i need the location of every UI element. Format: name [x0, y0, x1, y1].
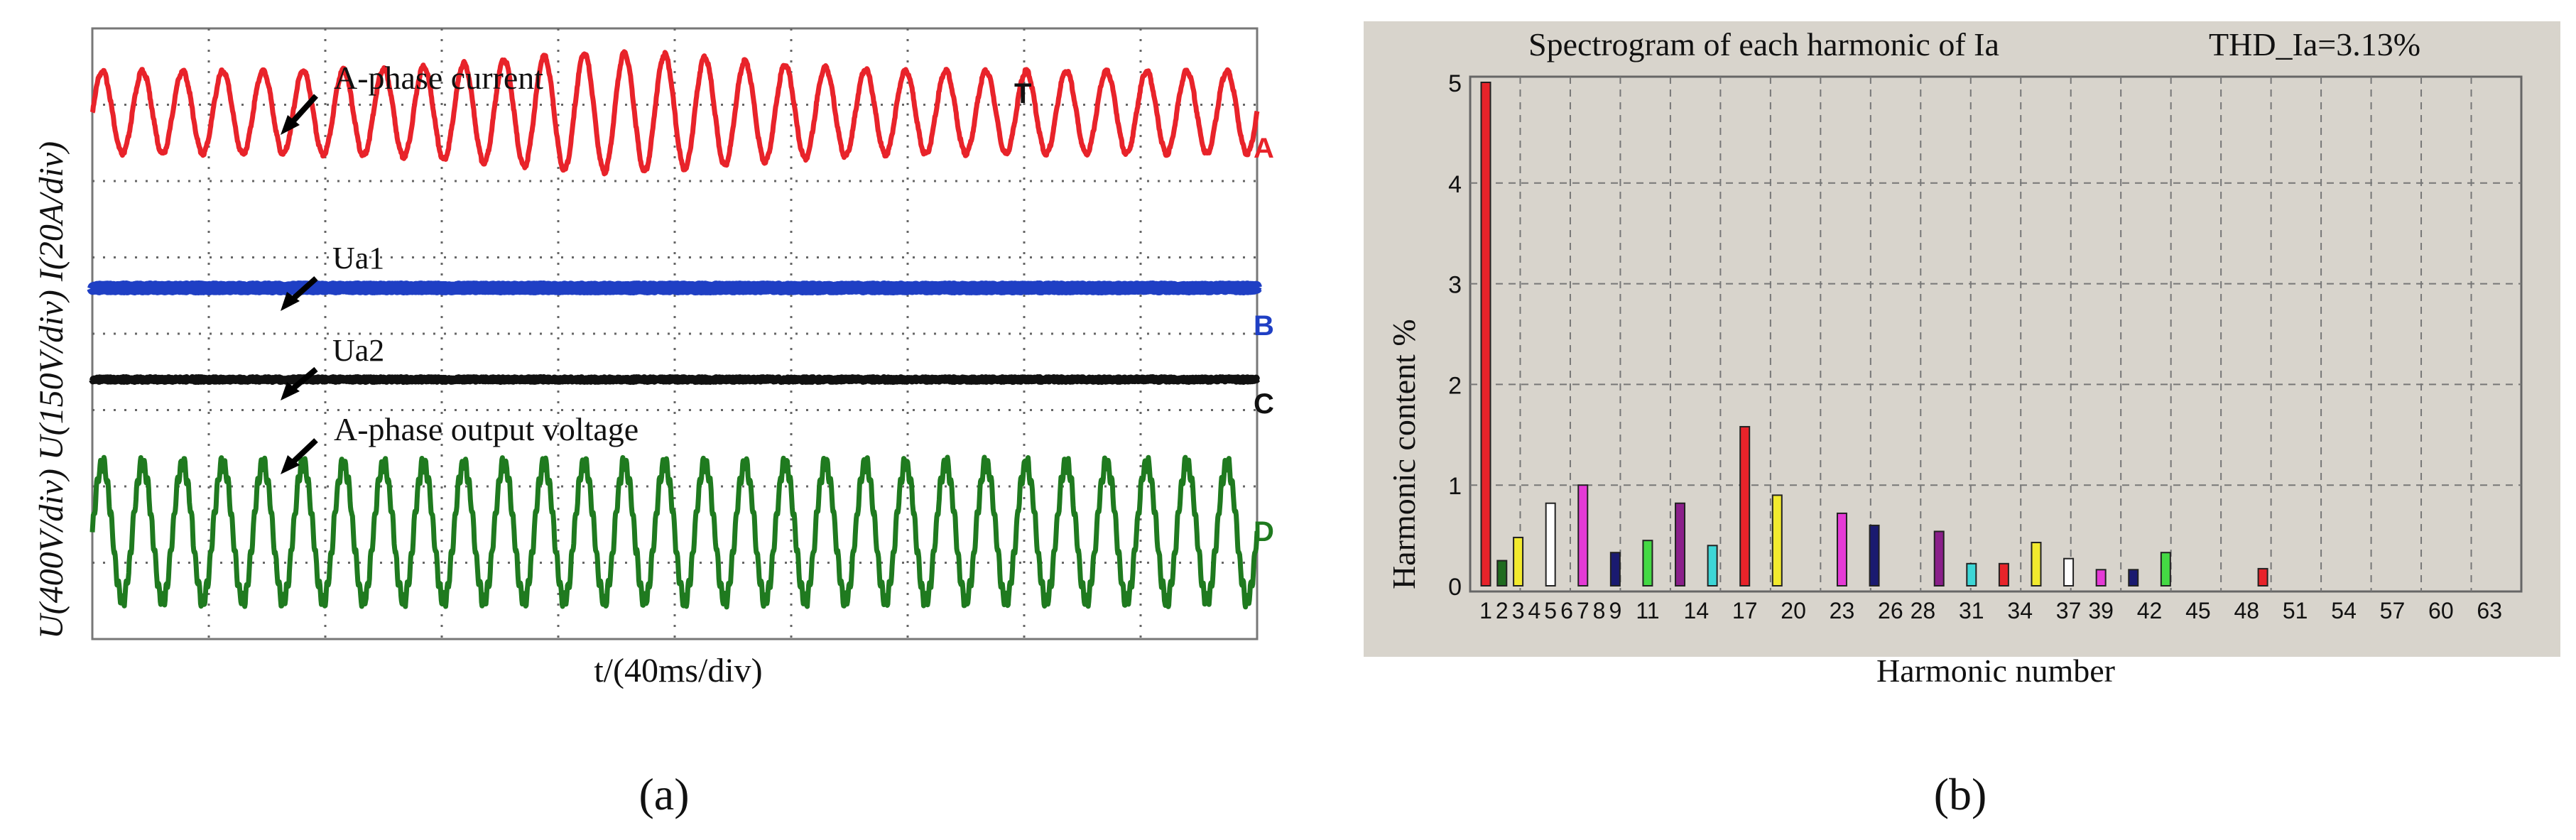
channel-marker-c: C: [1254, 388, 1274, 420]
spectrum-x-tick-label: 7: [1577, 598, 1589, 623]
spectrum-grid: [1470, 77, 2521, 591]
trace-b: [87, 280, 1263, 295]
spectrum-x-tick-label: 8: [1593, 598, 1606, 623]
spectrum-y-axis-label: Harmonic content %: [1386, 319, 1422, 589]
harmonic-bar-35: [2031, 542, 2042, 587]
annotation-label-current: A-phase current: [334, 60, 543, 96]
spectrum-x-tick-label: 42: [2137, 598, 2163, 623]
thd-readout: THD_Ia=3.13%: [2209, 26, 2420, 62]
spectrum-y-tick-label: 0: [1448, 574, 1462, 601]
annotation-label-ua2: Ua2: [332, 333, 384, 368]
spectrum-y-tick-label: 5: [1448, 70, 1462, 97]
spectrum-x-tick-label: 51: [2283, 598, 2308, 623]
scope-y-axis-label: U(400V/div) U(150V/div) I(20A/div): [33, 141, 70, 639]
spectrum-x-tick-label: 5: [1544, 598, 1557, 623]
spectrum-y-tick-label: 1: [1448, 473, 1462, 500]
spectrum-x-tick-label: 57: [2380, 598, 2406, 623]
harmonic-bar-39: [2095, 569, 2107, 587]
spectrum-x-tick-label: 4: [1528, 598, 1540, 623]
spectrum-x-ticks: 1 2 3 4 5 6 7 8 9 11 14 17 20 23 26 28 31 34 37 39 42 45 48 51 5…: [1479, 598, 2502, 623]
harmonic-bar-33: [1998, 562, 2009, 587]
harmonic-bar-23: [1836, 512, 1847, 587]
harmonic-bar-41: [2128, 569, 2139, 587]
spectrum-x-tick-label: 14: [1684, 598, 1710, 623]
harmonic-bar-7: [1577, 484, 1589, 587]
spectrum-y-tick-label: 2: [1448, 372, 1462, 399]
harmonic-bar-19: [1771, 494, 1783, 587]
harmonic-bar-11: [1642, 540, 1653, 587]
trace-d: [89, 454, 1260, 610]
spectrum-x-tick-label: 20: [1781, 598, 1806, 623]
annotation-ua2: Ua2: [281, 333, 384, 400]
spectrum-x-tick-label: 11: [1636, 598, 1659, 623]
spectrum-x-tick-label: 23: [1830, 598, 1855, 623]
spectrum-x-tick-label: 60: [2428, 598, 2454, 623]
spectrum-plot-area: [1469, 75, 2523, 593]
trace-a: [89, 49, 1260, 177]
annotation-label-ua1: Ua1: [332, 241, 384, 276]
spectrum-x-tick-label: 1: [1479, 598, 1492, 623]
spectrum-x-tick-label: 6: [1560, 598, 1573, 623]
spectrum-bars: [1480, 82, 2268, 587]
scope-x-axis-label: t/(40ms/div): [594, 652, 762, 689]
spectrum-y-tick-label: 3: [1448, 272, 1462, 299]
harmonic-bar-2: [1496, 560, 1508, 587]
harmonic-bar-15: [1707, 545, 1718, 587]
spectrum-x-tick-label: 34: [2007, 598, 2033, 623]
spectrum-y-ticks: 0 1 2 3 4 5: [1448, 70, 1462, 601]
harmonic-bar-1: [1480, 82, 1491, 587]
trigger-marker: T: [1014, 78, 1031, 109]
spectrum-x-axis-label: Harmonic number: [1876, 653, 2115, 689]
spectrum-x-tick-label: 9: [1609, 598, 1621, 623]
spectrum-y-tick-label: 4: [1448, 171, 1462, 198]
harmonic-bar-9: [1609, 552, 1621, 587]
spectrum-x-tick-label: 48: [2234, 598, 2260, 623]
harmonic-bar-37: [2063, 557, 2075, 587]
annotation-ua1: Ua1: [281, 241, 384, 311]
panel-a-caption: (a): [638, 769, 689, 819]
spectrum-x-tick-label: 3: [1512, 598, 1525, 623]
spectrum-x-tick-label: 2: [1496, 598, 1509, 623]
spectrum-x-tick-label: 39: [2088, 598, 2114, 623]
panel-b-spectrum: Spectrogram of each harmonic of Ia THD_I…: [1364, 21, 2560, 819]
harmonic-bar-17: [1739, 425, 1751, 587]
trace-c: [89, 374, 1261, 385]
spectrum-x-tick-label: 31: [1959, 598, 1984, 623]
panel-b-caption: (b): [1934, 769, 1987, 819]
harmonic-bar-31: [1966, 562, 1977, 587]
panel-a-oscilloscope: A-phase current Ua1 Ua2 A-phase output v…: [33, 27, 1274, 819]
channel-marker-d: D: [1254, 516, 1274, 547]
annotation-label-voltage: A-phase output voltage: [334, 411, 638, 447]
spectrum-x-tick-label: 28: [1911, 598, 1936, 623]
channel-marker-b: B: [1254, 310, 1274, 342]
harmonic-bar-5: [1545, 502, 1556, 587]
scope-traces: [87, 49, 1263, 610]
spectrum-x-tick-label: 63: [2477, 598, 2502, 623]
annotation-a-phase-current: A-phase current: [281, 60, 543, 135]
spectrum-x-tick-label: 26: [1878, 598, 1903, 623]
harmonic-bar-49: [2257, 567, 2268, 587]
spectrum-x-tick-label: 45: [2185, 598, 2211, 623]
harmonic-bar-3: [1513, 536, 1524, 587]
spectrum-x-tick-label: 37: [2056, 598, 2082, 623]
harmonic-bar-25: [1869, 524, 1880, 587]
harmonic-bar-13: [1675, 502, 1686, 587]
harmonic-bar-29: [1933, 530, 1945, 587]
spectrum-x-tick-label: 54: [2331, 598, 2357, 623]
channel-marker-a: A: [1254, 133, 1274, 164]
spectrum-title: Spectrogram of each harmonic of Ia: [1528, 26, 1999, 62]
spectrum-x-tick-label: 17: [1732, 598, 1758, 623]
annotation-output-voltage: A-phase output voltage: [281, 411, 638, 474]
scope-grid: [92, 28, 1257, 639]
harmonic-bar-43: [2160, 552, 2171, 587]
